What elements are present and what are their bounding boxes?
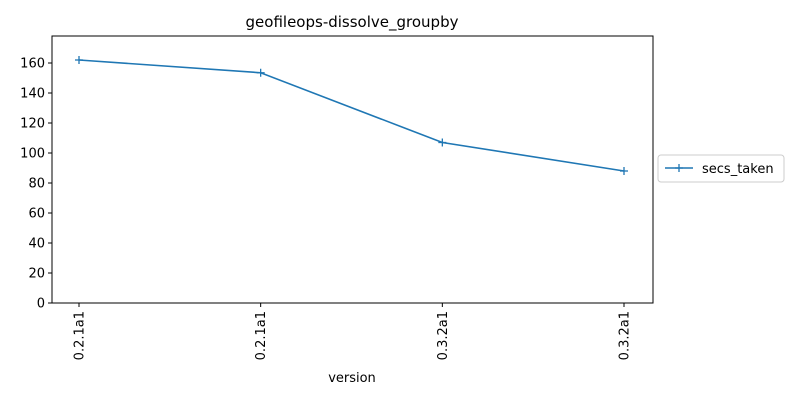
series-layer: [75, 56, 628, 175]
y-tick-label-60: 60: [28, 207, 45, 222]
x-axis-label: version: [328, 371, 376, 386]
x-axis: 0.2.1a1 0.2.1a1 0.3.2a1 0.3.2a1: [73, 303, 633, 360]
y-tick-label-140: 140: [20, 87, 45, 102]
legend-marker-swatch: [675, 164, 683, 172]
y-tick-label-120: 120: [20, 117, 45, 132]
y-axis: 0 20 40 60 80 100 120 140 160: [20, 57, 52, 312]
legend: secs_taken: [657, 154, 785, 183]
x-tick-label-1: 0.2.1a1: [254, 311, 269, 360]
y-tick-label-160: 160: [20, 57, 45, 72]
x-tick-label-3: 0.3.2a1: [618, 311, 633, 360]
data-point-0-2: [438, 138, 447, 147]
y-tick-label-80: 80: [28, 177, 45, 192]
data-point-0-3: [620, 167, 628, 175]
plot-frame: [51, 35, 654, 304]
data-point-0-0: [75, 56, 83, 64]
x-tick-label-0: 0.2.1a1: [73, 311, 88, 360]
legend-box: [657, 154, 785, 183]
plot-area: [51, 35, 654, 304]
y-tick-label-0: 0: [37, 297, 45, 312]
y-tick-label-100: 100: [20, 147, 45, 162]
x-tick-label-2: 0.3.2a1: [436, 311, 451, 360]
legend-entry-secs-taken: secs_taken: [702, 162, 774, 177]
chart-title: geofileops-dissolve_groupby: [246, 13, 459, 32]
y-tick-label-20: 20: [28, 267, 45, 282]
y-tick-label-40: 40: [28, 237, 45, 252]
data-point-0-1: [256, 68, 265, 77]
series-line-0: [78, 59, 625, 172]
